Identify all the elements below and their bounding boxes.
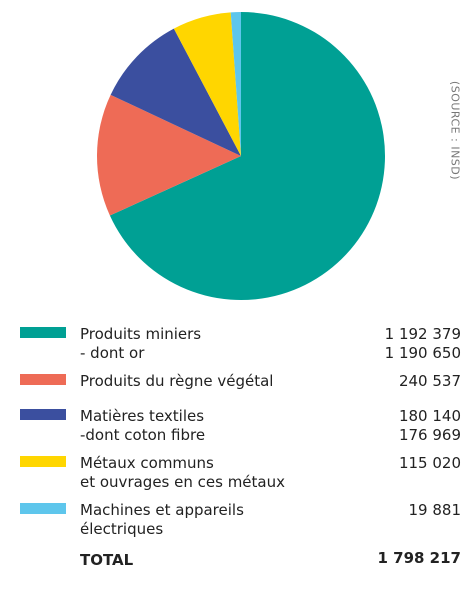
legend-label: Produits du règne végétal <box>80 372 274 390</box>
total-label: TOTAL <box>80 551 134 569</box>
pie-chart <box>97 12 386 300</box>
value-label: 180 140 <box>398 407 461 425</box>
pie-slice <box>109 12 386 300</box>
pie-slice <box>110 28 241 157</box>
legend-swatch <box>20 327 66 338</box>
legend-label: Produits miniers <box>80 325 202 343</box>
value-label: 115 020 <box>398 454 461 472</box>
pie-slice <box>230 12 241 156</box>
sub-label: - dont or <box>80 344 145 362</box>
legend-label: Métaux communs et ouvrages en ces métaux <box>80 454 285 491</box>
sub-value: 176 969 <box>398 426 461 444</box>
total-value: 1 798 217 <box>377 549 461 567</box>
legend-label: Matières textiles <box>80 407 205 425</box>
pie-slice <box>97 94 241 216</box>
source: (SOURCE : INSD) <box>448 80 462 181</box>
pie-slice <box>173 12 241 157</box>
legend-swatch <box>20 374 66 385</box>
sub-value: 1 190 650 <box>384 344 461 362</box>
sub-label: -dont coton fibre <box>80 426 206 444</box>
value-label: 19 881 <box>408 501 462 519</box>
value-label: 1 192 379 <box>384 325 461 343</box>
legend-swatch <box>20 409 66 420</box>
legend-swatch <box>20 456 66 467</box>
value-label: 240 537 <box>398 372 461 390</box>
legend-label: Machines et appareils électriques <box>80 501 244 538</box>
legend-swatch <box>20 503 66 514</box>
